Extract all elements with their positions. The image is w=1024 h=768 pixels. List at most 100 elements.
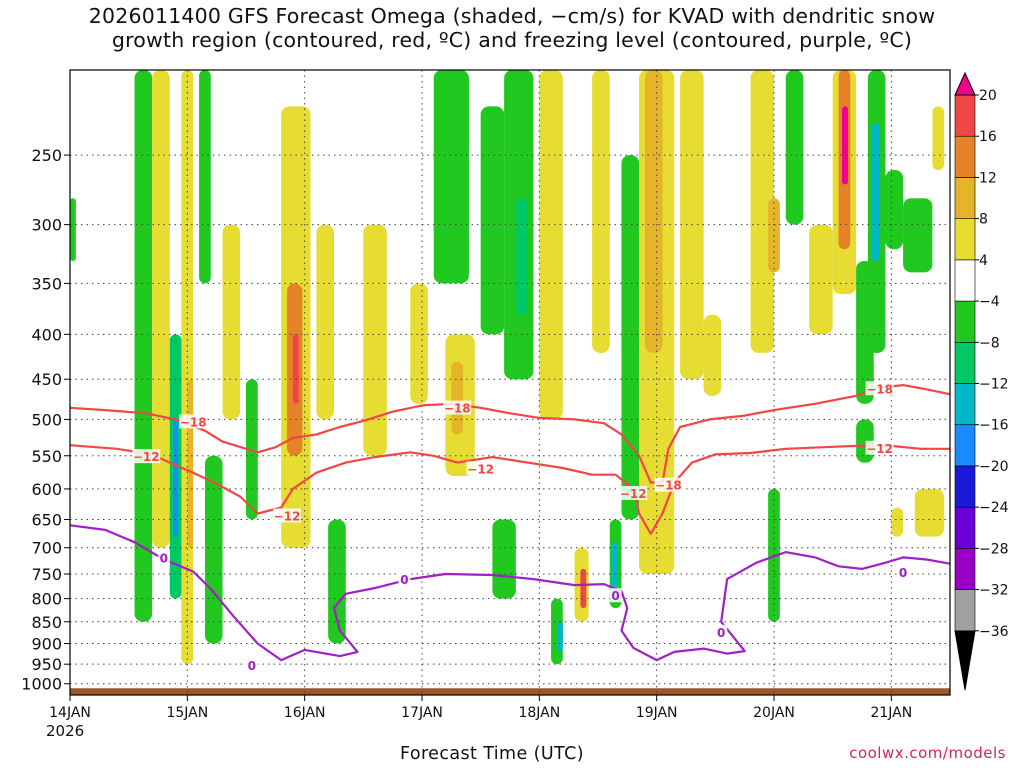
omega-cell [932,106,945,171]
y-tick-label: 1000 [21,675,62,694]
y-tick-label: 650 [31,510,62,529]
colorbar-swatch [954,383,976,426]
omega-cell [410,283,428,404]
omega-cell [292,334,299,404]
omega-cell [612,542,618,594]
colorbar-swatch [954,589,976,632]
omega-cell [903,198,933,273]
contour-label: −12 [467,462,494,476]
y-tick-label: 950 [31,655,62,674]
x-tick-label: 17JAN [401,705,443,721]
colorbar-label: 12 [979,170,997,186]
contour-label: −12 [866,442,893,456]
omega-cell [621,155,640,520]
contour-label: −12 [133,450,160,464]
contour-label: −18 [444,402,471,416]
omega-cell [492,519,516,599]
contour-label-bg [609,588,622,603]
colorbar-min-arrow [954,630,976,691]
colorbar: 20 16 12 8 4 −4 −8 −12 −16 −20 −24 −28 −32 −36 [954,71,1009,691]
x-tick-label: 20JAN [753,705,795,721]
omega-cell [885,170,904,250]
omega-cell [914,488,945,537]
colorbar-swatch [954,548,976,590]
contour-label: 0 [611,589,619,603]
omega-cell [515,198,528,315]
colorbar-swatch [954,94,976,137]
omega-cell [204,455,223,644]
colorbar-label: −16 [979,418,1009,434]
contour-lines [70,384,950,662]
colorbar-label: −28 [979,541,1009,557]
y-tick-label: 800 [31,590,62,609]
omega-cell [539,70,563,420]
omega-cell [750,70,774,353]
omega-cell [703,314,722,396]
omega-cell [433,70,469,284]
contour-dgz_bottom [70,444,950,535]
colorbar-label: −4 [979,294,1000,310]
omega-cell [451,361,464,435]
y-tick-label: 450 [31,370,62,389]
omega-cell [173,419,178,537]
contour-label-bg [466,461,495,476]
contour-label: 0 [248,659,256,673]
omega-cell [644,70,663,353]
omega-cell [70,198,76,261]
omega-cell [871,123,880,261]
credit-link[interactable]: coolwx.com/models [849,744,1006,762]
contour-label-bg [619,485,648,500]
x-axis: 14JAN 15JAN 16JAN 17JAN 18JAN 19JAN 20JAN 21JAN [49,695,912,721]
colorbar-swatch [954,341,976,384]
colorbar-label: −36 [979,624,1009,640]
colorbar-max-arrow [954,71,976,96]
ground-fill [70,688,950,695]
colorbar-swatch [954,177,976,219]
omega-cell [363,224,387,456]
x-tick-label: 21JAN [870,705,912,721]
y-tick-label: 500 [31,410,62,429]
y-axis: 250 300 350 400 450 500 550 600 650 700 750 800 850 9… [21,146,70,694]
contour-label-bg [132,449,161,464]
omega-cell [592,70,610,353]
y-tick-label: 350 [31,274,62,293]
colorbar-swatch [954,506,976,549]
colorbar-label: −12 [979,377,1009,393]
x-tick-label: 16JAN [284,705,326,721]
x-tick-label: 15JAN [166,705,208,721]
contour-label-bg [715,624,728,639]
contour-label: 0 [717,626,725,640]
colorbar-label: −20 [979,459,1009,475]
colorbar-swatch [954,465,976,508]
grid-lines [69,70,950,695]
plot-frame [69,69,951,696]
ground-surface [70,688,950,695]
colorbar-swatch [954,218,976,261]
chart-title: 2026011400 GFS Forecast Omega (shaded, −… [0,4,1024,52]
colorbar-swatch [954,300,976,343]
contour-label-bg [897,565,910,580]
contour-label: 0 [400,573,408,587]
y-tick-label: 750 [31,565,62,584]
contour-freezing_level [70,524,950,662]
contour-label: −18 [866,382,893,396]
colorbar-swatch [954,259,976,302]
contour-label: 0 [160,551,168,565]
y-tick-label: 850 [31,613,62,632]
y-tick-label: 400 [31,325,62,344]
colorbar-label: −24 [979,500,1009,516]
omega-cell [842,106,848,185]
omega-cell [246,379,258,520]
contour-label-bg [398,572,411,587]
contour-label: −18 [180,415,207,429]
contour-label-bg [157,550,170,565]
omega-cell [891,507,904,537]
x-tick-label: 19JAN [636,705,678,721]
y-tick-label: 600 [31,480,62,499]
y-tick-label: 250 [31,146,62,165]
colorbar-label: 4 [979,253,988,269]
contour-label-bg [245,658,258,673]
contour-label-bg [273,508,302,523]
y-tick-label: 550 [31,447,62,466]
